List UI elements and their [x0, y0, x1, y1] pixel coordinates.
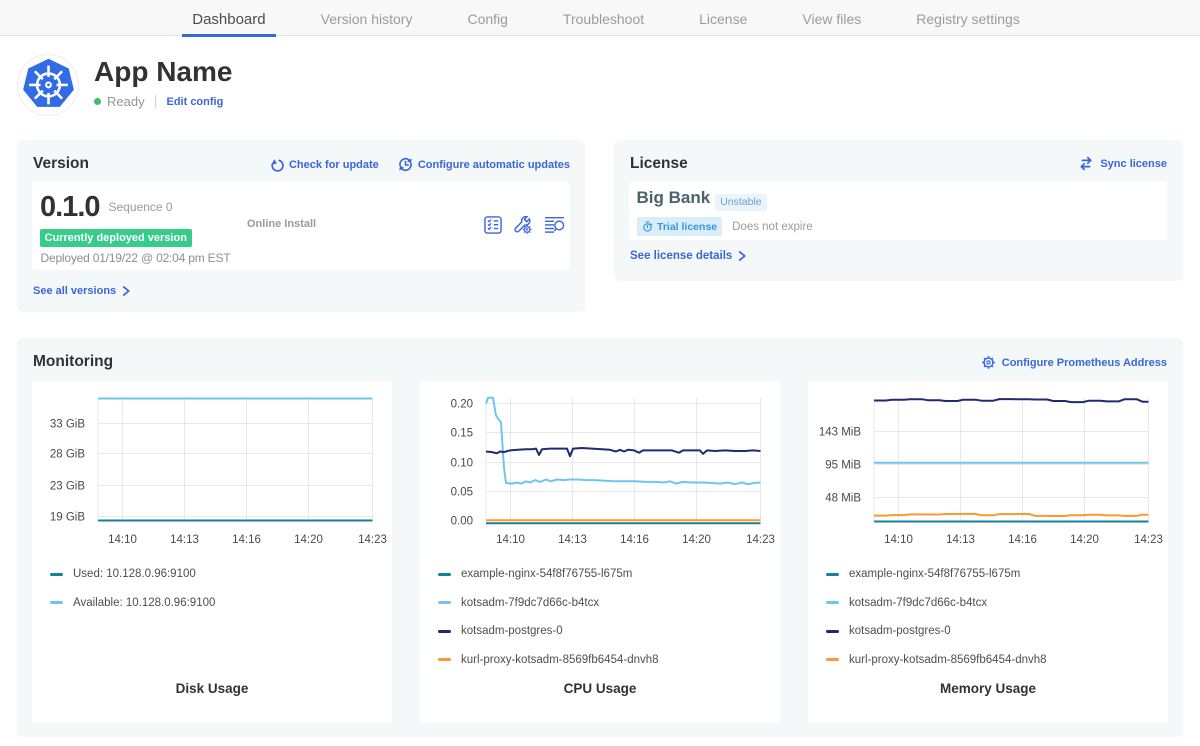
svg-text:23 GiB: 23 GiB: [50, 481, 85, 493]
svg-text:14:20: 14:20: [1070, 534, 1099, 546]
svg-text:33 GiB: 33 GiB: [50, 419, 85, 431]
svg-text:14:20: 14:20: [682, 534, 711, 546]
svg-text:14:13: 14:13: [946, 534, 975, 546]
svg-text:14:13: 14:13: [558, 534, 587, 546]
svg-text:14:13: 14:13: [170, 534, 199, 546]
svg-text:14:10: 14:10: [496, 534, 525, 546]
svg-text:14:16: 14:16: [232, 534, 261, 546]
svg-text:14:23: 14:23: [1134, 534, 1163, 546]
svg-text:14:16: 14:16: [620, 534, 649, 546]
svg-text:0.10: 0.10: [451, 458, 473, 470]
svg-text:14:23: 14:23: [746, 534, 775, 546]
svg-text:14:10: 14:10: [884, 534, 913, 546]
svg-text:28 GiB: 28 GiB: [50, 449, 85, 461]
svg-text:143 MiB: 143 MiB: [819, 427, 862, 439]
svg-text:0.05: 0.05: [451, 487, 473, 499]
svg-text:48 MiB: 48 MiB: [825, 493, 861, 505]
svg-text:95 MiB: 95 MiB: [825, 460, 861, 472]
svg-text:14:23: 14:23: [358, 534, 387, 546]
svg-text:14:10: 14:10: [108, 534, 137, 546]
svg-text:19 GiB: 19 GiB: [50, 512, 85, 524]
svg-text:0.15: 0.15: [451, 428, 473, 440]
svg-text:0.00: 0.00: [451, 516, 473, 528]
svg-text:0.20: 0.20: [451, 399, 473, 411]
svg-text:14:16: 14:16: [1008, 534, 1037, 546]
svg-text:14:20: 14:20: [294, 534, 323, 546]
